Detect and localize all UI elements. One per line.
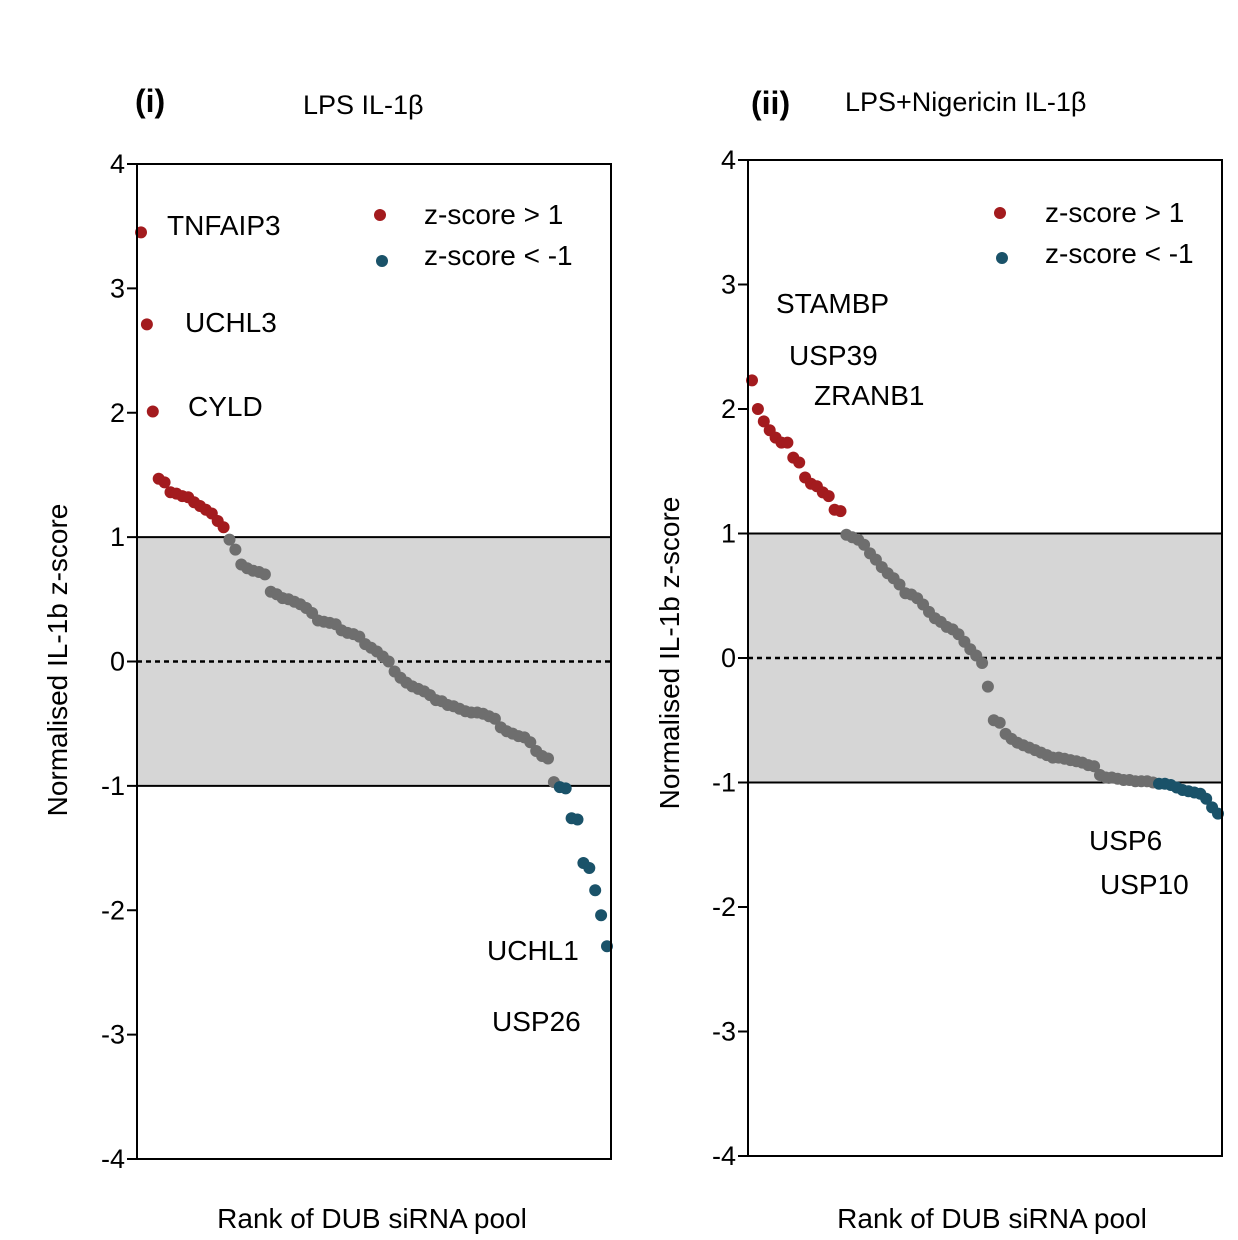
data-point — [158, 476, 171, 489]
data-point — [488, 712, 501, 725]
annotation-usp6: USP6 — [1089, 825, 1162, 856]
annotation-cyld: CYLD — [188, 391, 263, 422]
panel-i: (i) LPS IL-1β 4 3 2 1 0 -1 -2 -3 -4 Rank… — [42, 83, 613, 1234]
data-points — [746, 374, 1224, 820]
data-point — [822, 490, 835, 503]
legend-label-low: z-score < -1 — [1045, 238, 1194, 269]
legend-marker-high — [994, 207, 1006, 219]
legend-label-low: z-score < -1 — [424, 240, 573, 271]
data-point — [781, 436, 794, 449]
data-point — [1200, 792, 1213, 805]
y-tick-label: -4 — [101, 1144, 125, 1174]
legend-label-high: z-score > 1 — [1045, 197, 1184, 228]
data-point — [223, 533, 236, 546]
y-axis-label: Normalised IL-1b z-score — [654, 497, 685, 810]
y-tick-label: 2 — [721, 394, 736, 424]
annotation-usp39: USP39 — [789, 340, 878, 371]
y-tick-label: -3 — [101, 1020, 125, 1050]
panel-i-id: (i) — [135, 83, 165, 119]
gene-annotations: STAMBP USP39 ZRANB1 USP6 USP10 — [776, 288, 1189, 900]
y-tick-label: -2 — [101, 895, 125, 925]
legend-label-high: z-score > 1 — [424, 199, 563, 230]
annotation-usp26: USP26 — [492, 1006, 581, 1037]
gene-annotations: TNFAIP3 UCHL3 CYLD UCHL1 USP26 — [167, 210, 581, 1037]
y-tick-label: -1 — [101, 771, 125, 801]
data-point — [893, 578, 906, 591]
annotation-tnfaip3: TNFAIP3 — [167, 210, 281, 241]
x-axis-label: Rank of DUB siRNA pool — [837, 1203, 1147, 1234]
y-tick-label: -2 — [712, 892, 736, 922]
data-point — [757, 415, 770, 428]
legend-marker-high — [374, 209, 386, 221]
x-axis-label: Rank of DUB siRNA pool — [217, 1203, 527, 1234]
panel-ii: (ii) LPS+Nigericin IL-1β 4 3 2 1 0 -1 -2… — [654, 85, 1224, 1234]
y-axis: 4 3 2 1 0 -1 -2 -3 -4 — [101, 149, 137, 1174]
legend: z-score > 1 z-score < -1 — [994, 197, 1194, 269]
data-point — [382, 655, 395, 668]
data-point — [834, 505, 847, 518]
data-point — [146, 405, 159, 418]
y-axis: 4 3 2 1 0 -1 -2 -3 -4 — [712, 145, 748, 1171]
data-point — [589, 884, 602, 897]
data-point — [993, 716, 1006, 729]
y-tick-label: 4 — [721, 145, 736, 175]
legend-marker-low — [996, 252, 1008, 264]
data-point — [542, 752, 554, 765]
data-point — [140, 318, 153, 331]
y-tick-label: 1 — [721, 519, 736, 549]
data-point — [981, 680, 994, 693]
y-tick-label: 3 — [110, 273, 125, 303]
legend-marker-low — [376, 255, 388, 267]
data-point — [858, 538, 871, 551]
data-point — [793, 456, 806, 469]
annotation-stambp: STAMBP — [776, 288, 889, 319]
data-point — [595, 909, 608, 922]
annotation-uchl1: UCHL1 — [487, 935, 579, 966]
panel-ii-id: (ii) — [751, 85, 790, 121]
y-tick-label: -3 — [712, 1017, 736, 1047]
data-point — [229, 543, 242, 556]
annotation-usp10: USP10 — [1100, 869, 1189, 900]
data-point — [258, 568, 271, 581]
data-point — [583, 862, 596, 874]
panel-ii-title: LPS+Nigericin IL-1β — [845, 87, 1086, 117]
y-tick-label: 2 — [110, 398, 125, 428]
y-tick-label: 0 — [721, 643, 736, 673]
data-point — [1088, 760, 1101, 773]
y-axis-label: Normalised IL-1b z-score — [42, 504, 73, 817]
annotation-uchl3: UCHL3 — [185, 307, 277, 338]
annotation-zranb1: ZRANB1 — [814, 380, 924, 411]
data-point — [571, 813, 584, 826]
data-point — [559, 782, 572, 795]
y-tick-label: 4 — [110, 149, 125, 179]
y-tick-label: 3 — [721, 270, 736, 300]
y-tick-label: 0 — [110, 647, 125, 677]
data-point — [976, 657, 989, 669]
panel-i-title: LPS IL-1β — [303, 90, 424, 120]
data-point — [217, 521, 230, 534]
y-tick-label: -1 — [712, 768, 736, 798]
y-tick-label: -4 — [712, 1141, 736, 1171]
data-point — [524, 736, 537, 749]
y-tick-label: 1 — [110, 522, 125, 552]
legend: z-score > 1 z-score < -1 — [374, 199, 573, 271]
data-point — [751, 403, 764, 415]
